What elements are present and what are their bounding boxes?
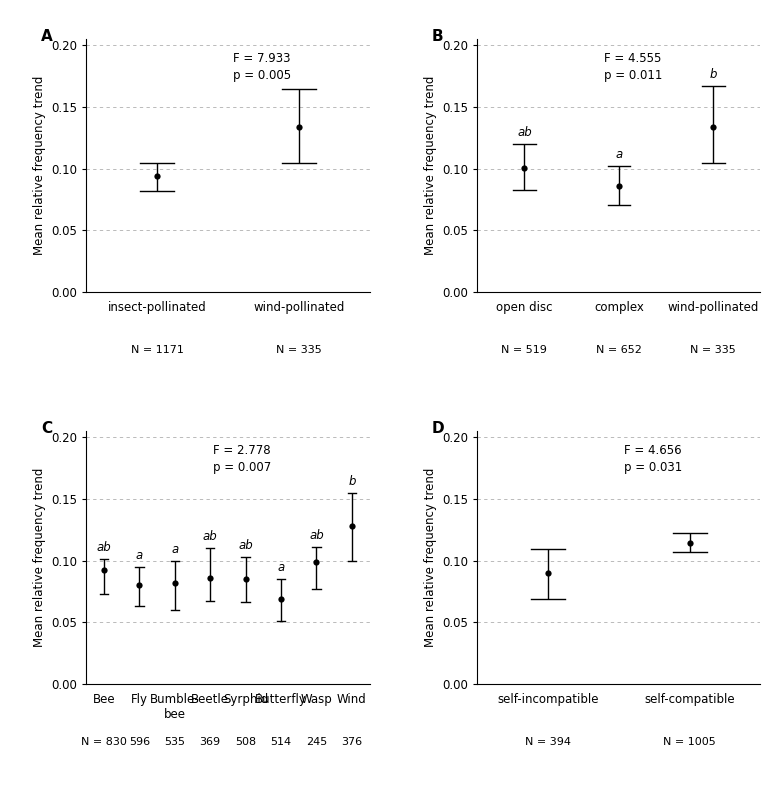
Text: 245: 245 [306,736,327,747]
Text: F = 4.656
p = 0.031: F = 4.656 p = 0.031 [624,444,682,474]
Text: 508: 508 [235,736,256,747]
Text: D: D [432,421,445,436]
Text: C: C [41,421,52,436]
Y-axis label: Mean relative frequency trend: Mean relative frequency trend [423,468,437,647]
Text: b: b [348,475,356,488]
Text: a: a [136,549,143,562]
Text: B: B [432,29,444,44]
Text: a: a [171,542,179,556]
Text: 369: 369 [200,736,221,747]
Text: ab: ab [203,531,217,543]
Text: ab: ab [96,542,111,554]
Y-axis label: Mean relative frequency trend: Mean relative frequency trend [423,76,437,255]
Text: N = 830: N = 830 [81,736,127,747]
Text: ab: ab [309,529,324,542]
Text: a: a [278,561,285,574]
Text: F = 2.778
p = 0.007: F = 2.778 p = 0.007 [213,444,271,474]
Text: N = 394: N = 394 [525,736,571,747]
Text: N = 335: N = 335 [276,345,321,354]
Text: F = 4.555
p = 0.011: F = 4.555 p = 0.011 [604,52,662,82]
Text: 514: 514 [270,736,292,747]
Text: 535: 535 [165,736,185,747]
Text: N = 1171: N = 1171 [131,345,183,354]
Text: 376: 376 [341,736,362,747]
Text: ab: ab [238,539,253,552]
Y-axis label: Mean relative frequency trend: Mean relative frequency trend [33,468,45,647]
Text: 596: 596 [129,736,150,747]
Text: N = 335: N = 335 [691,345,736,354]
Text: A: A [41,29,53,44]
Text: b: b [710,68,717,81]
Text: F = 7.933
p = 0.005: F = 7.933 p = 0.005 [233,52,291,82]
Text: N = 652: N = 652 [596,345,642,354]
Text: N = 1005: N = 1005 [663,736,716,747]
Text: a: a [615,149,622,161]
Text: N = 519: N = 519 [502,345,547,354]
Y-axis label: Mean relative frequency trend: Mean relative frequency trend [33,76,45,255]
Text: ab: ab [517,127,532,139]
